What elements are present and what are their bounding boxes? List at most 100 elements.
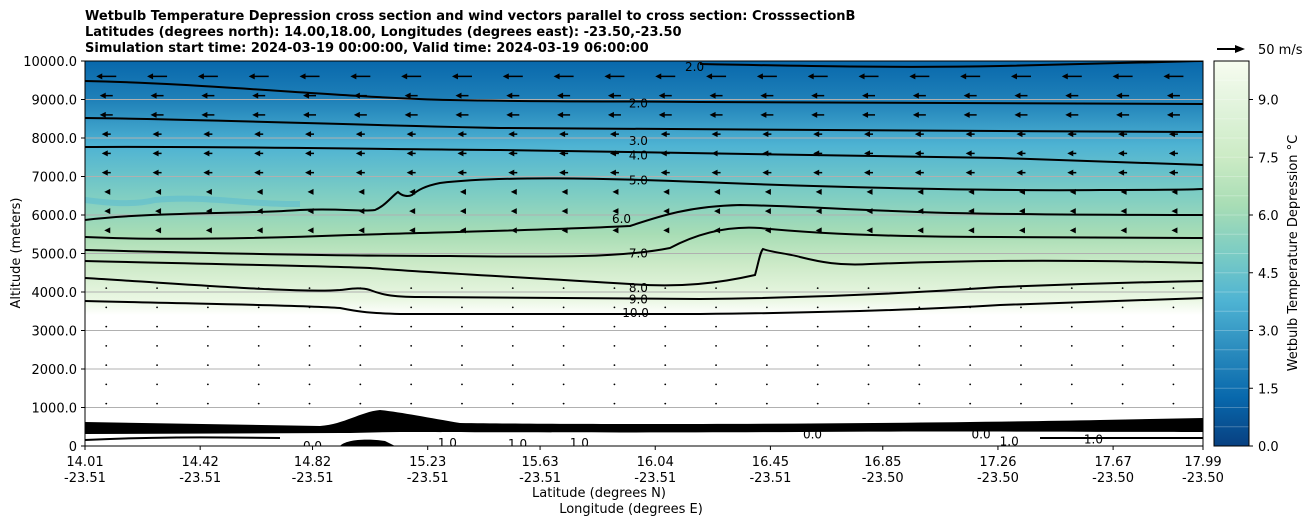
wind-vector-head [862,92,869,99]
wind-vector [765,325,768,328]
contour-label: 9.0 [629,293,648,307]
wind-vector-head [711,169,718,176]
wind-vector-head [147,73,154,80]
colorbar-tick-label: 6.0 [1258,209,1279,224]
x-tick-label-lat: 16.45 [752,455,789,470]
wind-vector-head [152,169,159,176]
wind-vector [105,345,108,347]
surface-band [85,410,1203,434]
wind-vector-head [303,92,310,99]
wind-vector [1070,402,1073,405]
wind-vector-head [254,131,261,138]
wind-vector-head [658,92,665,99]
wind-vector-head [561,208,568,215]
x-tick-label-lon: -23.51 [292,471,334,486]
wind-vector-head [553,73,560,80]
wind-vector [918,383,921,386]
contour-label: 0.0 [803,427,822,441]
x-tick-label-lat: 14.42 [182,455,219,470]
wind-vector [461,345,463,347]
wind-vector-head [307,188,314,195]
wind-vector-head [406,169,413,176]
wind-vector-head [406,131,413,138]
wind-vector-head [459,227,466,234]
x-tick-label-lon: -23.51 [634,471,676,486]
wind-vector [511,306,514,309]
wind-vector-head [1171,188,1178,195]
wind-vector-head [965,150,972,157]
wind-vector-head [813,131,820,138]
contour-line [85,117,1203,133]
plot-area: 2.0 3.04.0 5.0 6.0 7.0 8.09.010.0 2.0 1.0 1.0 1.0… [85,61,1203,450]
wind-vector-head [99,92,106,99]
y-axis: 0 1000.0 2000.0 3000.0 4000.0 5000.0 6000.0 700… [23,55,85,455]
contour-label: 1.0 [438,436,457,450]
y-tick-label: 2000.0 [32,363,78,378]
wind-vector [156,325,158,328]
wind-vector-head [1018,188,1025,195]
wind-vector [1020,287,1022,290]
x-tick-label-lon: -23.50 [1182,471,1224,486]
wind-vector-head [1120,227,1127,234]
wind-vector-head [101,150,108,157]
wind-vector [410,402,413,405]
wind-vector [562,364,565,367]
wind-vector-head [660,150,667,157]
wind-vector [664,287,667,290]
wind-vector-head [99,111,106,118]
wind-vector-head [459,188,466,195]
x-tick-label-lon: -23.50 [1092,471,1134,486]
wind-vector-head [508,131,515,138]
wind-vector-head [508,169,515,176]
wind-vector-head [660,169,667,176]
wind-vector [156,402,158,405]
wind-vector-head [510,188,517,195]
wind-vector-head [559,131,566,138]
wind-vector-head [508,150,515,157]
x-axis-label-latitude: Latitude (degrees N) [532,486,666,501]
wind-vector [105,325,108,328]
x-tick-label-lon: -23.50 [977,471,1019,486]
wind-vector [206,287,209,290]
wind-vector-head [1118,150,1125,157]
wind-vector [715,402,717,405]
wind-vector-head [104,227,111,234]
wind-vector-head [1067,150,1074,157]
wind-vector [664,402,667,405]
wind-vector [1121,287,1124,290]
wind-vector [1172,325,1175,328]
wind-vector-head [451,73,458,80]
wind-vector [562,345,565,347]
wind-vector [461,402,463,405]
wind-vector-head [968,227,975,234]
wind-vector-head [203,131,210,138]
wind-vector-head [909,73,916,80]
wind-vector-head [914,169,921,176]
wind-vector-head [658,111,665,118]
wind-vector-head [1118,131,1125,138]
wind-vector-head [1018,227,1025,234]
surface-contour-band [85,410,1203,446]
wind-vector [1020,364,1022,367]
wind-vector-head [914,131,921,138]
wind-vector [715,383,717,386]
wind-vector [562,402,565,405]
wind-vector-head [1061,73,1068,80]
wind-vector-head [1069,188,1076,195]
wind-vector [765,383,768,386]
wind-vector-head [968,188,975,195]
wind-vector-head [862,111,869,118]
wind-vector-head [559,150,566,157]
wind-vector [105,402,108,405]
wind-vector [359,345,362,347]
wind-vector-head [1016,169,1023,176]
wind-vectors [96,73,1184,405]
wind-vector-head [506,111,513,118]
wind-vector-head [1120,208,1127,215]
wind-vector-head [561,227,568,234]
wind-vector [359,364,362,367]
wind-vector [613,383,616,386]
wind-vector-head [612,208,619,215]
wind-vector [715,287,717,290]
wind-vector [715,306,717,309]
